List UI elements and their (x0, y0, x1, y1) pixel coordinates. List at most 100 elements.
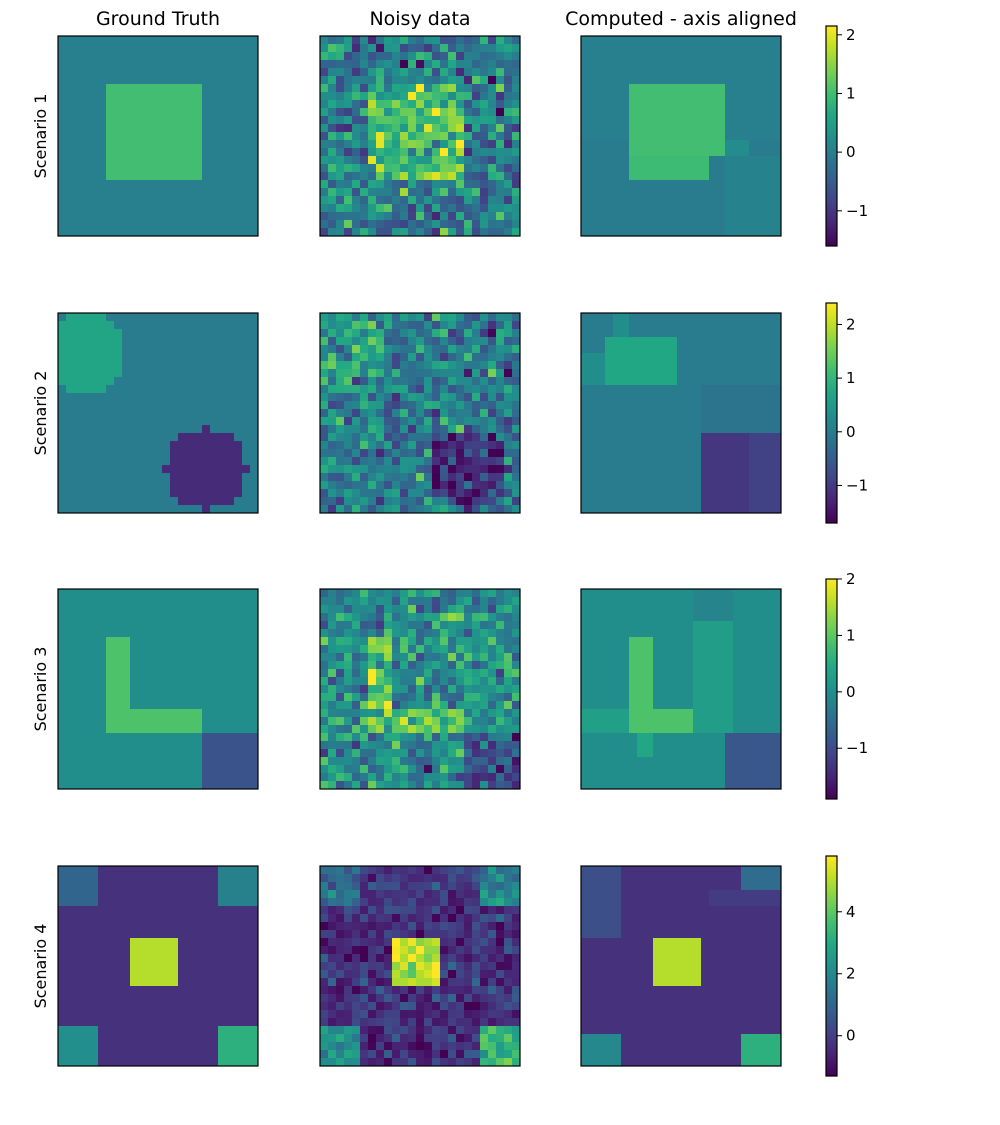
heatmap-cell (645, 196, 654, 205)
heatmap-cell (360, 401, 369, 410)
heatmap-cell (328, 321, 337, 330)
heatmap-cell (328, 433, 337, 442)
heatmap-cell (456, 605, 465, 614)
heatmap-cell (74, 76, 83, 85)
heatmap-cell (725, 148, 734, 157)
heatmap-cell (645, 497, 654, 506)
heatmap-cell (242, 497, 251, 506)
heatmap-cell (621, 417, 630, 426)
heatmap-cell (709, 385, 718, 394)
heatmap-cell (218, 757, 227, 766)
heatmap-cell (344, 401, 353, 410)
heatmap-cell (701, 385, 710, 394)
heatmap-cell (58, 629, 67, 638)
heatmap-cell (74, 449, 83, 458)
heatmap-cell (242, 621, 251, 630)
heatmap-cell (130, 749, 139, 758)
heatmap-cell (773, 441, 782, 450)
heatmap-cell (328, 68, 337, 77)
heatmap-cell (424, 124, 433, 133)
heatmap-cell (733, 132, 742, 141)
heatmap-cell (613, 100, 622, 109)
heatmap-cell (400, 765, 409, 774)
heatmap-cell (392, 613, 401, 622)
heatmap-cell (194, 353, 203, 362)
heatmap-cell (98, 773, 107, 782)
heatmap-cell (645, 76, 654, 85)
heatmap-cell (725, 473, 734, 482)
heatmap-cell (250, 773, 259, 782)
heatmap-cell (448, 433, 457, 442)
heatmap-cell (677, 361, 686, 370)
heatmap-cell (218, 140, 227, 149)
heatmap-cell (416, 449, 425, 458)
heatmap-cell (693, 361, 702, 370)
heatmap-cell (234, 613, 243, 622)
heatmap-cell (320, 401, 329, 410)
heatmap-cell (392, 589, 401, 598)
heatmap-cell (130, 605, 139, 614)
heatmap-cell (480, 621, 489, 630)
heatmap-cell (669, 417, 678, 426)
heatmap-cell (621, 212, 630, 221)
heatmap-cell (336, 457, 345, 466)
heatmap-cell (74, 621, 83, 630)
heatmap-cell (106, 773, 115, 782)
colorbar-frame (825, 302, 838, 524)
heatmap-cell (733, 116, 742, 125)
heatmap-cell (376, 629, 385, 638)
heatmap-cell (122, 132, 131, 141)
heatmap-cell (320, 497, 329, 506)
heatmap-cell (456, 757, 465, 766)
heatmap-cell (154, 36, 163, 45)
heatmap-cell (488, 156, 497, 165)
heatmap-cell (178, 369, 187, 378)
heatmap-cell (605, 148, 614, 157)
heatmap-cell (677, 401, 686, 410)
heatmap-cell (701, 76, 710, 85)
heatmap-cell (504, 156, 513, 165)
heatmap-cell (154, 457, 163, 466)
heatmap-cell (234, 108, 243, 117)
heatmap-cell (66, 196, 75, 205)
heatmap-cell (512, 353, 521, 362)
heatmap-cell (416, 92, 425, 101)
heatmap-cell (376, 765, 385, 774)
heatmap-cell (74, 749, 83, 758)
heatmap-cell (162, 417, 171, 426)
heatmap-cell (376, 377, 385, 386)
heatmap-cell (210, 164, 219, 173)
heatmap-cell (472, 693, 481, 702)
heatmap-cell (677, 124, 686, 133)
heatmap-cell (693, 433, 702, 442)
heatmap-cell (344, 180, 353, 189)
heatmap-cell (90, 457, 99, 466)
heatmap-cell (621, 228, 630, 237)
heatmap-cell (773, 465, 782, 474)
heatmap-cell (74, 637, 83, 646)
heatmap-cell (448, 92, 457, 101)
heatmap-cell (629, 60, 638, 69)
heatmap-cell (597, 401, 606, 410)
heatmap-cell (589, 433, 598, 442)
heatmap-cell (685, 52, 694, 61)
heatmap-cell (709, 212, 718, 221)
heatmap-cell (234, 132, 243, 141)
heatmap-cell (416, 52, 425, 61)
heatmap-cell (344, 353, 353, 362)
heatmap-cell (581, 172, 590, 181)
heatmap-cell (605, 196, 614, 205)
heatmap-cell (194, 605, 203, 614)
heatmap-cell (58, 425, 67, 434)
heatmap-cell (226, 629, 235, 638)
heatmap-cell (605, 329, 614, 338)
heatmap-cell (58, 60, 67, 69)
heatmap-cell (661, 409, 670, 418)
heatmap-cell (130, 505, 139, 514)
heatmap-cell (336, 52, 345, 61)
heatmap-cell (360, 741, 369, 750)
heatmap-cell (693, 92, 702, 101)
heatmap-cell (154, 313, 163, 322)
heatmap-cell (480, 337, 489, 346)
heatmap-cell (66, 188, 75, 197)
